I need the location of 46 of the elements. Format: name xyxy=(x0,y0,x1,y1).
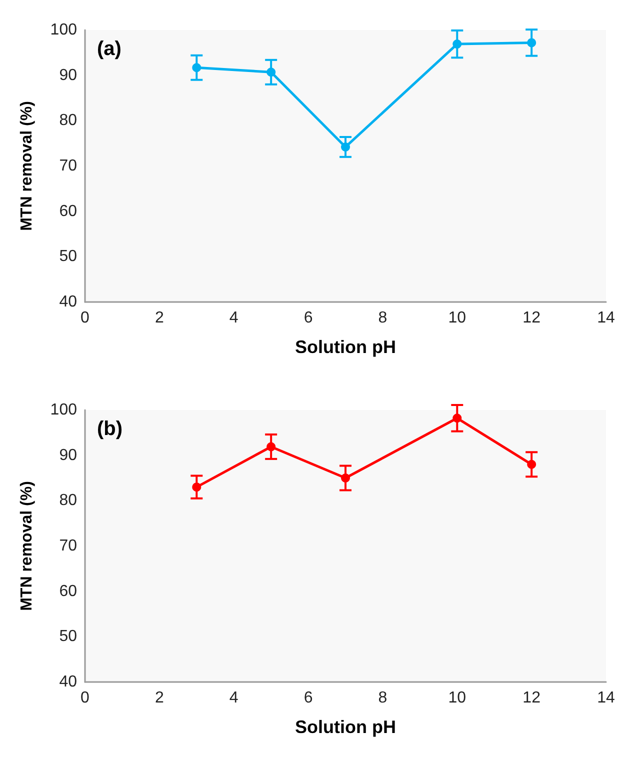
x-tick-label: 6 xyxy=(304,310,313,326)
y-tick-label: 60 xyxy=(59,202,78,220)
point xyxy=(192,482,202,492)
x-tick-label: 0 xyxy=(80,310,90,326)
y-axis-title: MTN removal (%) xyxy=(18,481,36,611)
x-tick-label: 12 xyxy=(522,310,541,326)
y-tick-label: 70 xyxy=(59,158,78,174)
point xyxy=(527,38,536,48)
point xyxy=(527,460,536,469)
x-tick-label: 14 xyxy=(597,310,615,326)
y-tick-label: 90 xyxy=(59,446,78,464)
x-tick-label: 0 xyxy=(80,690,90,706)
point xyxy=(266,68,276,77)
x-axis-title: Solution pH xyxy=(295,717,396,737)
chart-title: (b) xyxy=(97,418,123,440)
point xyxy=(192,63,202,72)
point xyxy=(452,414,462,423)
y-tick-label: 40 xyxy=(59,674,78,690)
y-tick-label: 50 xyxy=(59,628,78,646)
y-tick-label: 80 xyxy=(59,112,78,130)
x-tick-label: 4 xyxy=(229,310,238,326)
x-axis-title: Solution pH xyxy=(295,337,396,357)
point xyxy=(341,474,350,482)
y-tick-label: 50 xyxy=(59,248,78,266)
x-tick-label: 8 xyxy=(378,690,388,706)
x-tick-label: 6 xyxy=(304,690,313,706)
x-tick-label: 10 xyxy=(448,690,466,706)
x-tick-label: 8 xyxy=(378,310,388,326)
chart-title: (a) xyxy=(97,38,122,60)
x-tick-label: 12 xyxy=(522,690,541,706)
y-tick-label: 100 xyxy=(50,402,78,418)
y-tick-label: 60 xyxy=(59,582,78,600)
y-tick-label: 90 xyxy=(59,66,78,84)
x-tick-label: 14 xyxy=(597,690,615,706)
x-tick-label: 2 xyxy=(154,690,164,706)
y-tick-label: 40 xyxy=(59,294,78,310)
point xyxy=(452,40,462,49)
point xyxy=(266,442,276,452)
y-tick-label: 100 xyxy=(50,22,78,38)
x-tick-label: 4 xyxy=(229,690,238,706)
x-tick-label: 10 xyxy=(448,310,466,326)
y-tick-label: 70 xyxy=(59,538,78,554)
y-tick-label: 80 xyxy=(59,492,78,510)
x-tick-label: 2 xyxy=(154,310,164,326)
point xyxy=(341,142,350,152)
y-axis-title: MTN removal (%) xyxy=(18,101,36,231)
